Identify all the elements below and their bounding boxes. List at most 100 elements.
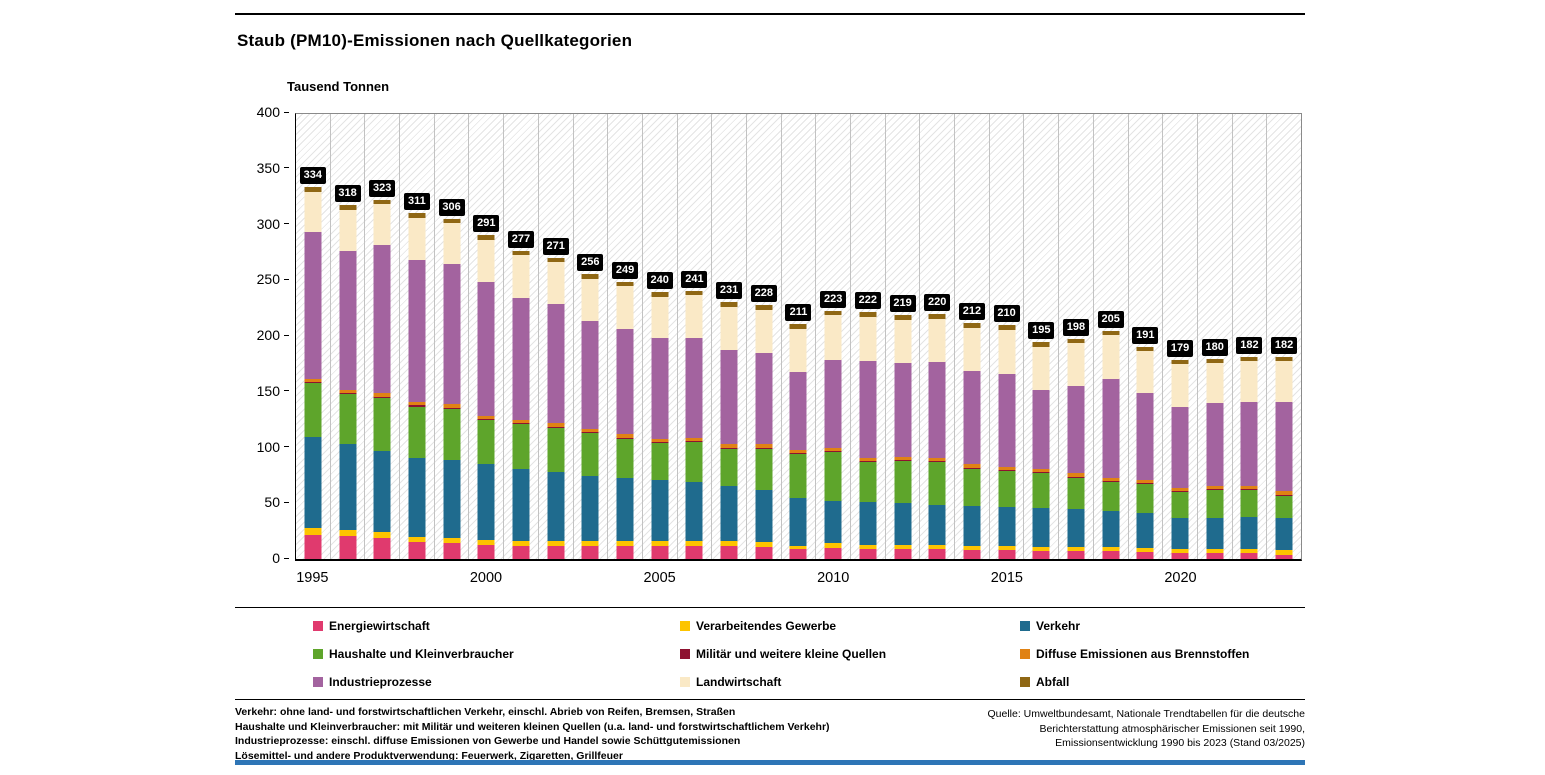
segment-militaer-und-weitere-kleine-quellen-2010 [824,451,842,453]
segment-verkehr-2006 [685,482,703,542]
total-label-2017: 198 [1062,318,1089,336]
segment-verkehr-2011 [859,502,877,545]
segment-diffuse-emissionen-aus-brennstoffen-2023 [1275,491,1293,495]
total-label-2018: 205 [1097,310,1124,328]
segment-militaer-und-weitere-kleine-quellen-2013 [928,461,946,463]
segment-landwirtschaft-2018 [1102,335,1120,379]
bar-slot-1998: 311 [400,114,435,559]
stacked-bar-2002 [547,114,565,559]
segment-militaer-und-weitere-kleine-quellen-2012 [894,460,912,462]
legend-label-verkehr: Verkehr [1036,619,1081,633]
segment-militaer-und-weitere-kleine-quellen-2015 [998,470,1016,472]
segment-verarbeitendes-gewerbe-2020 [1171,549,1189,554]
segment-militaer-und-weitere-kleine-quellen-1996 [339,393,357,395]
segment-verkehr-1995 [304,436,322,528]
segment-abfall-2019 [1136,346,1154,352]
source-line-3: Emissionsentwicklung 1990 bis 2023 (Stan… [1055,737,1305,749]
y-tick-250: 250 [257,271,289,287]
footnote-line-4: Lösemittel- und andere Produktverwendung… [235,749,623,762]
segment-industrieprozesse-2008 [755,353,773,445]
segment-haushalte-und-kleinverbraucher-2014 [963,468,981,506]
segment-landwirtschaft-1999 [443,223,461,265]
segment-abfall-2002 [547,257,565,263]
segment-industrieprozesse-2014 [963,371,981,465]
segment-industrieprozesse-2023 [1275,402,1293,492]
segment-industrieprozesse-2002 [547,304,565,424]
footnote-line-2: Haushalte und Kleinverbraucher: mit Mili… [235,720,830,733]
segment-verkehr-2000 [477,464,495,541]
segment-militaer-und-weitere-kleine-quellen-2007 [720,447,738,449]
segment-militaer-und-weitere-kleine-quellen-2021 [1206,488,1224,491]
segment-industrieprozesse-2016 [1032,389,1050,469]
stacked-bar-1996 [339,114,357,559]
bar-slot-1997: 323 [365,114,401,559]
segment-energiewirtschaft-1999 [443,543,461,559]
total-label-2022: 182 [1236,336,1263,354]
segment-verarbeitendes-gewerbe-1999 [443,537,461,544]
total-label-2020: 179 [1167,339,1194,357]
segment-abfall-1997 [373,199,391,205]
segment-militaer-und-weitere-kleine-quellen-2005 [651,442,669,444]
segment-abfall-2007 [720,302,738,307]
footnote-line-1: Verkehr: ohne land- und forstwirtschaftl… [235,706,736,718]
segment-abfall-2014 [963,323,981,328]
segment-militaer-und-weitere-kleine-quellen-2002 [547,426,565,428]
segment-haushalte-und-kleinverbraucher-2022 [1240,490,1258,517]
source-line-1: Quelle: Umweltbundesamt, Nationale Trend… [987,708,1305,720]
segment-diffuse-emissionen-aus-brennstoffen-2015 [998,466,1016,471]
y-tick-150: 150 [257,383,289,399]
segment-diffuse-emissionen-aus-brennstoffen-2009 [789,450,807,454]
bar-slot-2001: 277 [504,114,539,559]
segment-landwirtschaft-2002 [547,262,565,305]
total-label-2013: 220 [924,294,951,312]
segment-energiewirtschaft-2016 [1032,551,1050,559]
bar-slot-2002: 271 [539,114,574,559]
segment-industrieprozesse-2020 [1171,406,1189,488]
segment-landwirtschaft-2007 [720,306,738,350]
segment-abfall-2015 [998,325,1016,330]
segment-industrieprozesse-2021 [1206,403,1224,486]
stacked-bar-2007 [720,114,738,559]
total-label-2010: 223 [820,290,847,308]
bar-slot-2010: 223 [816,114,851,559]
stacked-bar-2009 [789,114,807,559]
segment-haushalte-und-kleinverbraucher-2005 [651,443,669,481]
bar-slot-2016: 195 [1024,114,1060,559]
segment-haushalte-und-kleinverbraucher-2000 [477,419,495,465]
segment-abfall-2013 [928,314,946,319]
segment-verarbeitendes-gewerbe-1997 [373,532,391,538]
bar-slot-2004: 249 [608,114,643,559]
segment-industrieprozesse-2017 [1067,385,1085,474]
segment-diffuse-emissionen-aus-brennstoffen-2006 [685,437,703,442]
segment-verkehr-2016 [1032,507,1050,547]
total-label-2005: 240 [646,272,673,289]
stacked-bar-2005 [651,114,669,559]
segment-energiewirtschaft-2003 [581,545,599,559]
legend-item-militaer-und-weitere-kleine-quellen: Militär und weitere kleine Quellen [680,647,1020,661]
segment-energiewirtschaft-1995 [304,534,322,559]
segment-diffuse-emissionen-aus-brennstoffen-1997 [373,393,391,397]
segment-energiewirtschaft-1997 [373,537,391,559]
segment-haushalte-und-kleinverbraucher-2009 [789,454,807,498]
segment-haushalte-und-kleinverbraucher-2016 [1032,473,1050,508]
segment-diffuse-emissionen-aus-brennstoffen-2004 [616,434,634,438]
total-label-2006: 241 [681,270,708,288]
bar-slot-2007: 231 [712,114,747,559]
footnote-line-3: Industrieprozesse: einschl. diffuse Emis… [235,735,741,747]
segment-diffuse-emissionen-aus-brennstoffen-2001 [512,419,530,424]
y-tick-0: 0 [272,550,289,566]
bar-slot-2017: 198 [1059,114,1094,559]
segment-haushalte-und-kleinverbraucher-2008 [755,448,773,491]
segment-haushalte-und-kleinverbraucher-2019 [1136,484,1154,514]
segment-abfall-1999 [443,218,461,224]
bar-slot-2006: 241 [678,114,713,559]
segment-haushalte-und-kleinverbraucher-2013 [928,462,946,505]
segment-verarbeitendes-gewerbe-2002 [547,541,565,546]
segment-verkehr-2015 [998,506,1016,546]
total-label-2008: 228 [750,285,777,303]
total-label-2023: 182 [1271,336,1298,354]
segment-abfall-2003 [581,274,599,279]
stacked-bar-2010 [824,114,842,559]
legend-label-militaer-und-weitere-kleine-quellen: Militär und weitere kleine Quellen [696,647,887,661]
